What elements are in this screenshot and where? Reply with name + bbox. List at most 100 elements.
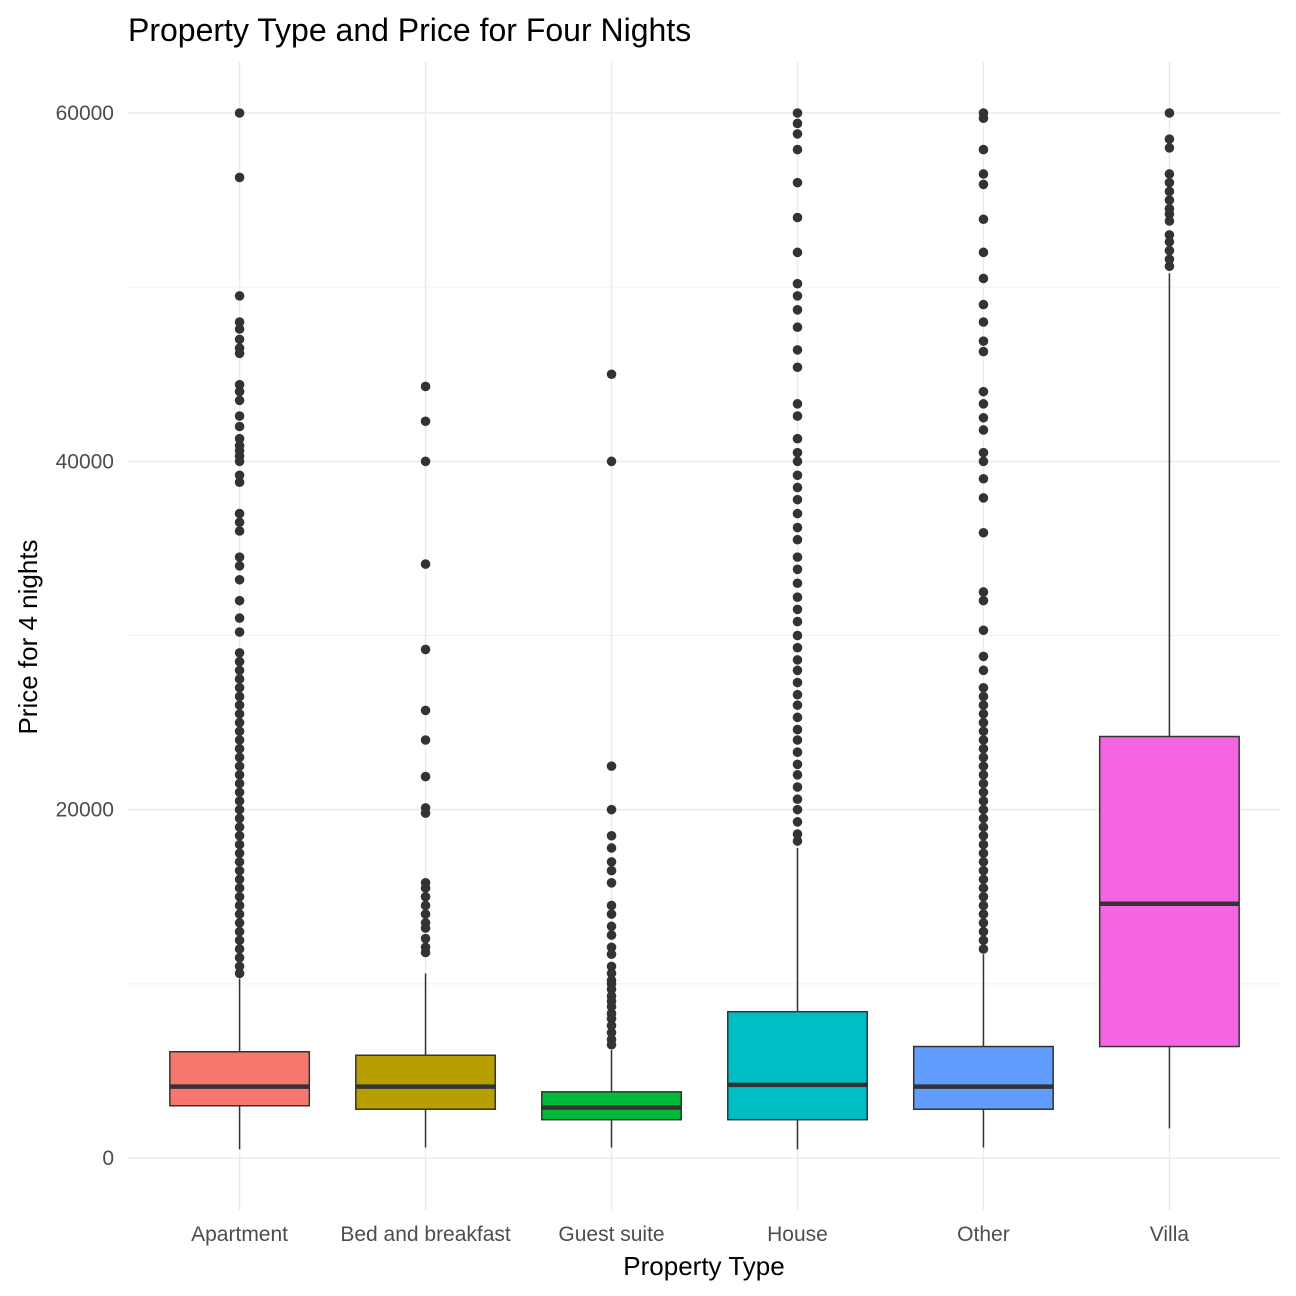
- outlier-point: [792, 522, 803, 533]
- outlier-point: [234, 848, 245, 859]
- outlier-point: [978, 386, 989, 397]
- outlier-point: [420, 771, 431, 782]
- outlier-point: [1164, 261, 1175, 272]
- box-villa: [1098, 108, 1240, 1129]
- outlier-point: [978, 336, 989, 346]
- outlier-point: [978, 299, 989, 310]
- outlier-point: [234, 874, 245, 885]
- outlier-point: [234, 909, 245, 919]
- outlier-point: [234, 883, 245, 893]
- outlier-point: [978, 527, 989, 538]
- outlier-point: [1164, 254, 1175, 265]
- y-tick-label: 0: [102, 1147, 114, 1170]
- outlier-point: [978, 493, 989, 503]
- outlier-point: [1164, 169, 1175, 179]
- outlier-point: [234, 648, 245, 658]
- outlier-point: [606, 900, 617, 911]
- outlier-point: [978, 770, 989, 780]
- outlier-point: [978, 169, 989, 179]
- outlier-point: [792, 724, 803, 735]
- outlier-point: [792, 616, 803, 627]
- box-house: [726, 108, 868, 1150]
- outlier-point: [420, 735, 431, 745]
- outlier-point: [234, 665, 245, 676]
- outlier-point: [978, 839, 989, 850]
- outlier-point: [234, 561, 245, 571]
- outlier-point: [1164, 108, 1175, 118]
- outlier-point: [234, 433, 245, 444]
- outlier-point: [606, 830, 617, 841]
- outlier-point: [606, 878, 617, 888]
- outlier-point: [234, 477, 245, 488]
- outlier-point: [606, 1039, 617, 1050]
- outlier-point: [792, 794, 803, 805]
- outlier-point: [234, 674, 245, 684]
- y-axis-ticks: 0 20000 40000 60000: [56, 102, 114, 1170]
- outlier-point: [234, 961, 245, 972]
- outlier-point: [1164, 237, 1175, 247]
- outlier-point: [792, 836, 803, 846]
- outlier-point: [234, 386, 245, 397]
- outlier-point: [606, 1020, 617, 1031]
- box-other: [912, 108, 1054, 1148]
- outlier-point: [792, 247, 803, 258]
- y-axis-title: Price for 4 nights: [13, 539, 43, 734]
- outlier-point: [978, 625, 989, 636]
- outlier-point: [792, 677, 803, 688]
- outlier-point: [1164, 186, 1175, 197]
- outlier-point: [606, 804, 617, 815]
- outlier-point: [792, 770, 803, 780]
- outlier-point: [234, 839, 245, 850]
- outlier-point: [792, 665, 803, 676]
- outlier-point: [978, 822, 989, 832]
- boxes: [169, 108, 1240, 1150]
- outlier-point: [234, 735, 245, 745]
- outlier-point: [420, 933, 431, 944]
- outlier-point: [792, 534, 803, 545]
- outlier-point: [978, 709, 989, 719]
- outlier-point: [420, 923, 431, 933]
- outlier-point: [978, 935, 989, 946]
- outlier-point: [792, 552, 803, 562]
- outlier-point: [978, 787, 989, 798]
- outlier-point: [792, 447, 803, 458]
- grid-minor: [128, 286, 1281, 985]
- outlier-point: [792, 470, 803, 481]
- outlier-point: [792, 278, 803, 289]
- outlier-point: [978, 830, 989, 841]
- outlier-point: [978, 425, 989, 435]
- outlier-point: [978, 796, 989, 806]
- y-tick-label: 20000: [56, 799, 114, 822]
- outlier-point: [792, 305, 803, 315]
- outlier-point: [234, 324, 245, 334]
- outlier-point: [792, 712, 803, 723]
- outlier-point: [978, 595, 989, 606]
- outlier-point: [978, 587, 989, 597]
- y-tick-label: 40000: [56, 450, 114, 473]
- outlier-point: [978, 113, 989, 124]
- box-iqr: [355, 1054, 497, 1110]
- outlier-point: [234, 900, 245, 911]
- outlier-point: [1164, 177, 1175, 188]
- box-iqr: [169, 1051, 311, 1107]
- outlier-point: [606, 456, 617, 467]
- outlier-point: [978, 473, 989, 484]
- outlier-point: [234, 700, 245, 710]
- outlier-point: [978, 944, 989, 954]
- outlier-point: [234, 108, 245, 118]
- outlier-point: [792, 118, 803, 129]
- outlier-point: [978, 399, 989, 409]
- outlier-point: [978, 691, 989, 702]
- outlier-point: [420, 900, 431, 911]
- outlier-point: [606, 909, 617, 919]
- x-axis-title: Property Type: [623, 1251, 784, 1281]
- outlier-point: [792, 804, 803, 815]
- outlier-point: [420, 808, 431, 818]
- outlier-point: [792, 291, 803, 301]
- x-tick-label: Bed and breakfast: [340, 1223, 511, 1246]
- outlier-point: [1164, 143, 1175, 153]
- outlier-point: [234, 944, 245, 954]
- outlier-point: [606, 921, 617, 932]
- outlier-point: [978, 214, 989, 225]
